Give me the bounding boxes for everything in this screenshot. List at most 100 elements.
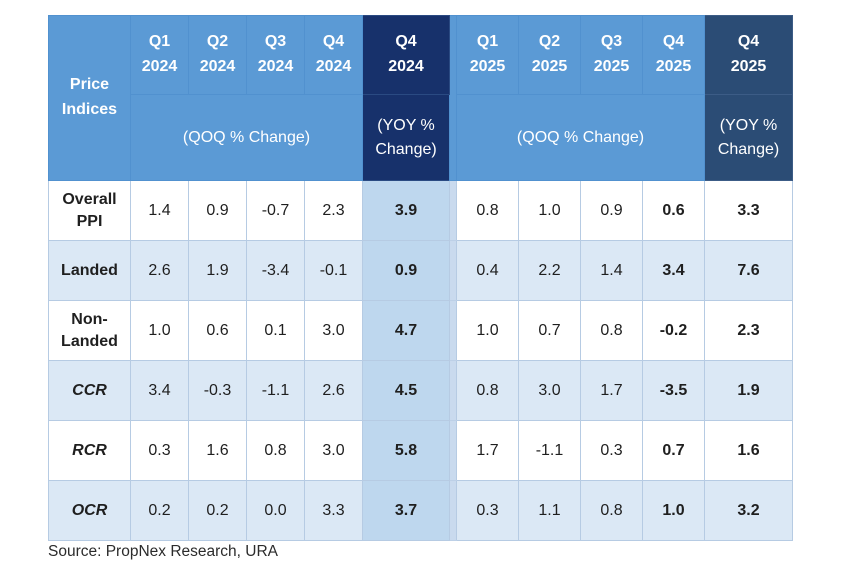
qoq-2024-value: 0.2	[130, 480, 189, 541]
header-change-row: (QOQ % Change) (YOY % Change) (QOQ % Cha…	[49, 94, 793, 181]
qoq-2025-value: 2.2	[518, 240, 581, 301]
table-row: Non-Landed 1.0 0.6 0.1 3.0 4.7 1.0 0.7 0.8 -0.2 2.…	[48, 300, 793, 361]
yoy-2024-value: 3.7	[362, 480, 450, 541]
header-q1-2025: Q1 2025	[456, 15, 519, 95]
yoy-2025-value: 1.9	[704, 360, 793, 421]
row-label: CCR	[48, 360, 131, 421]
qoq-2025-value: 0.7	[518, 300, 581, 361]
qoq-2024-value: 2.6	[304, 360, 363, 421]
qoq-2024-value: 3.0	[304, 300, 363, 361]
header-q2-2024: Q2 2024	[188, 15, 247, 95]
table-row: CCR 3.4 -0.3 -1.1 2.6 4.5 0.8 3.0 1.7 -3.5 1.9	[48, 360, 793, 421]
header-q4-2024: Q4 2024	[304, 15, 363, 95]
header-q4-2025-yoy: Q4 2025	[704, 15, 793, 95]
qoq-2024-value: 1.9	[188, 240, 247, 301]
table-row: Overall PPI 1.4 0.9 -0.7 2.3 3.9 0.8 1.0 0.9 0.6 3…	[48, 180, 793, 241]
yoy-2025-value: 3.3	[704, 180, 793, 241]
price-indices-table: Price Indices Q1 2024 Q2 2024 Q3 2024 Q4 202…	[48, 15, 793, 541]
qoq-2025-value: 0.3	[456, 480, 519, 541]
qoq-2025-value: 1.0	[456, 300, 519, 361]
qoq-2024-value: 0.0	[246, 480, 305, 541]
year-divider-cell	[449, 300, 457, 361]
table-header: Price Indices Q1 2024 Q2 2024 Q3 2024 Q4 202…	[48, 15, 793, 181]
qoq-2025-value: 1.7	[580, 360, 643, 421]
qoq-2024-value: 3.4	[130, 360, 189, 421]
qoq-2025-value: 3.4	[642, 240, 705, 301]
qoq-2025-value: 0.8	[580, 480, 643, 541]
qoq-2024-value: -3.4	[246, 240, 305, 301]
qoq-2025-value: 0.8	[456, 360, 519, 421]
yoy-change-label-2024: (YOY % Change)	[362, 94, 450, 181]
qoq-2024-value: 0.6	[188, 300, 247, 361]
header-q3-2025: Q3 2025	[580, 15, 643, 95]
table-row: Landed 2.6 1.9 -3.4 -0.1 0.9 0.4 2.2 1.4 3.4 7.6	[48, 240, 793, 301]
qoq-2025-value: 1.4	[580, 240, 643, 301]
qoq-2025-value: 1.1	[518, 480, 581, 541]
qoq-2025-value: 0.4	[456, 240, 519, 301]
yoy-2024-value: 5.8	[362, 420, 450, 481]
year-divider-cell	[449, 360, 457, 421]
qoq-2025-value: -3.5	[642, 360, 705, 421]
qoq-change-label-2024: (QOQ % Change)	[130, 94, 363, 181]
row-label: RCR	[48, 420, 131, 481]
year-divider-cell	[449, 420, 457, 481]
yoy-2025-value: 3.2	[704, 480, 793, 541]
qoq-2024-value: 0.8	[246, 420, 305, 481]
table-body: Overall PPI 1.4 0.9 -0.7 2.3 3.9 0.8 1.0 0.9 0.6 3…	[48, 180, 793, 541]
header-q4-2025: Q4 2025	[642, 15, 705, 95]
qoq-2024-value: 0.2	[188, 480, 247, 541]
yoy-change-label-2025: (YOY % Change)	[704, 94, 793, 181]
qoq-2024-value: -0.1	[304, 240, 363, 301]
yoy-2024-value: 3.9	[362, 180, 450, 241]
yoy-2024-value: 4.7	[362, 300, 450, 361]
qoq-2024-value: 1.0	[130, 300, 189, 361]
header-q1-2024: Q1 2024	[130, 15, 189, 95]
qoq-2024-value: -0.3	[188, 360, 247, 421]
qoq-2024-value: 0.1	[246, 300, 305, 361]
year-divider-cell	[449, 180, 457, 241]
yoy-2025-value: 1.6	[704, 420, 793, 481]
table-row: OCR 0.2 0.2 0.0 3.3 3.7 0.3 1.1 0.8 1.0 3.2	[48, 480, 793, 541]
qoq-change-label-2025: (QOQ % Change)	[456, 94, 705, 181]
qoq-2025-value: 0.3	[580, 420, 643, 481]
header-q3-2024: Q3 2024	[246, 15, 305, 95]
qoq-2025-value: 1.0	[518, 180, 581, 241]
qoq-2025-value: 0.7	[642, 420, 705, 481]
qoq-2025-value: 3.0	[518, 360, 581, 421]
yoy-2025-value: 2.3	[704, 300, 793, 361]
qoq-2024-value: 3.0	[304, 420, 363, 481]
qoq-2024-value: -1.1	[246, 360, 305, 421]
qoq-2025-value: 0.6	[642, 180, 705, 241]
year-divider-cell	[449, 240, 457, 301]
row-label: Landed	[48, 240, 131, 301]
qoq-2024-value: 1.6	[188, 420, 247, 481]
header-quarter-row: Price Indices Q1 2024 Q2 2024 Q3 2024 Q4 202…	[48, 15, 793, 181]
qoq-2024-value: 0.9	[188, 180, 247, 241]
qoq-2024-value: 2.3	[304, 180, 363, 241]
qoq-2024-value: 0.3	[130, 420, 189, 481]
qoq-2024-value: -0.7	[246, 180, 305, 241]
qoq-2024-value: 1.4	[130, 180, 189, 241]
corner-header-price-indices: Price Indices	[48, 15, 131, 181]
qoq-2025-value: 0.8	[580, 300, 643, 361]
year-divider	[449, 15, 457, 181]
table-row: RCR 0.3 1.6 0.8 3.0 5.8 1.7 -1.1 0.3 0.7 1.6	[48, 420, 793, 481]
yoy-2024-value: 4.5	[362, 360, 450, 421]
qoq-2025-value: -0.2	[642, 300, 705, 361]
row-label: Overall PPI	[48, 180, 131, 241]
qoq-2025-value: 0.8	[456, 180, 519, 241]
year-divider-cell	[449, 480, 457, 541]
row-label: Non-Landed	[48, 300, 131, 361]
qoq-2025-value: 1.0	[642, 480, 705, 541]
qoq-2025-value: 0.9	[580, 180, 643, 241]
header-q4-2024-yoy: Q4 2024	[362, 15, 450, 95]
qoq-2024-value: 2.6	[130, 240, 189, 301]
header-q2-2025: Q2 2025	[518, 15, 581, 95]
qoq-2025-value: 1.7	[456, 420, 519, 481]
yoy-2025-value: 7.6	[704, 240, 793, 301]
qoq-2025-value: -1.1	[518, 420, 581, 481]
qoq-2024-value: 3.3	[304, 480, 363, 541]
row-label: OCR	[48, 480, 131, 541]
source-note: Source: PropNex Research, URA	[48, 543, 279, 560]
